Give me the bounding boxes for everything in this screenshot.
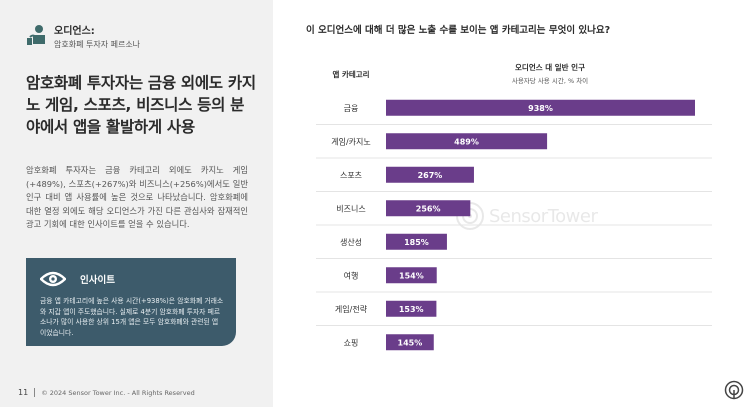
bar (386, 267, 437, 284)
bar (386, 334, 434, 351)
copyright-text: © 2024 Sensor Tower Inc. - All Rights Re… (41, 388, 195, 397)
category-label: 여행 (344, 270, 359, 280)
watermark-text: SensorTower (489, 205, 598, 227)
category-label: 생산성 (340, 237, 362, 247)
value-label: 489% (454, 137, 479, 146)
value-label: 256% (416, 204, 441, 213)
eye-icon (40, 271, 66, 287)
series-column-header: 오디언스 대 일반 인구 사용자당 사용 시간, % 차이 (470, 62, 630, 85)
bar (386, 166, 474, 183)
bar (386, 300, 437, 317)
sensor-tower-logo-icon (724, 380, 744, 400)
category-label: 쇼핑 (344, 337, 359, 347)
audience-name: 암호화폐 투자자 페르소나 (54, 40, 141, 49)
bar (386, 133, 548, 150)
value-label: 154% (399, 271, 424, 280)
insight-text: 금융 앱 카테고리에 높은 사용 시간(+938%)은 암호화폐 거래소와 지갑… (40, 297, 224, 337)
insight-title: 인사이트 (80, 275, 115, 286)
bar (386, 99, 695, 116)
category-label: 비즈니스 (336, 203, 365, 213)
series-header: 오디언스 대 일반 인구 (515, 63, 585, 72)
category-column-header: 앱 카테고리 (332, 70, 370, 79)
audience-icon (27, 25, 45, 45)
body-paragraph: 암호화폐 투자자는 금융 카테고리 외에도 카지노 게임(+489%), 스포츠… (26, 165, 248, 229)
bar (386, 200, 471, 217)
audience-header: 오디언스: 암호화폐 투자자 페르소나 (26, 22, 140, 50)
bar (386, 233, 447, 250)
value-label: 145% (398, 338, 423, 347)
page-number: 11 (18, 388, 29, 397)
value-label: 938% (528, 104, 553, 113)
category-label: 스포츠 (340, 171, 362, 180)
value-label: 185% (404, 238, 429, 247)
footer: 11 © 2024 Sensor Tower Inc. - All Rights… (18, 388, 195, 397)
category-label: 금융 (344, 104, 359, 113)
value-label: 153% (399, 305, 424, 314)
summary-panel: 오디언스: 암호화폐 투자자 페르소나 암호화폐 투자자는 금융 외에도 카지노… (0, 0, 273, 407)
chart-title: 이 오디언스에 대해 더 많은 노출 수를 보이는 앱 카테고리는 무엇이 있나… (306, 25, 611, 36)
page-headline: 암호화폐 투자자는 금융 외에도 카지노 게임, 스포츠, 비즈니스 등의 분야… (26, 74, 256, 136)
value-label: 267% (418, 171, 443, 180)
category-label: 게임/카지노 (331, 136, 371, 146)
category-label: 게임/전략 (335, 304, 368, 314)
audience-label: 오디언스: (54, 26, 95, 37)
insight-box: 인사이트 금융 앱 카테고리에 높은 사용 시간(+938%)은 암호화폐 거래… (26, 258, 236, 346)
footer-divider (34, 388, 36, 397)
series-subheader: 사용자당 사용 시간, % 차이 (511, 77, 589, 85)
